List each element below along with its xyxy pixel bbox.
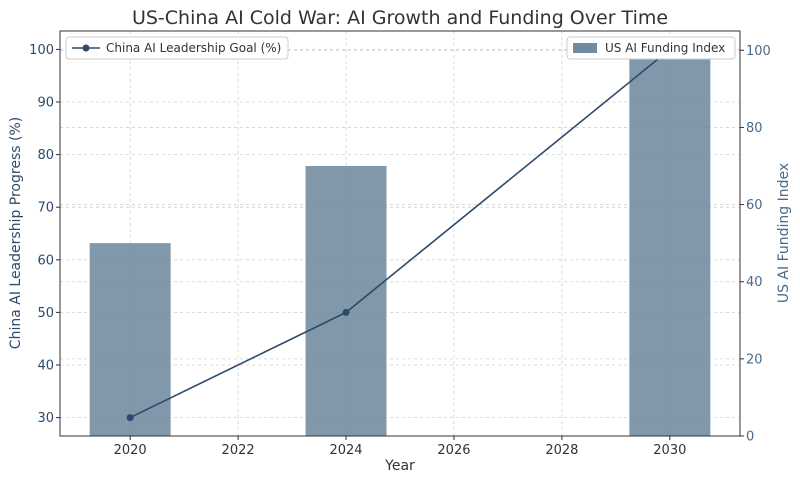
line-path (129, 48, 671, 419)
left-y-tick-label: 60 (37, 253, 54, 268)
bar (305, 166, 387, 436)
chart-title: US-China AI Cold War: AI Growth and Fund… (132, 7, 668, 29)
x-tick-label: 2026 (437, 443, 470, 458)
x-tick-label: 2020 (114, 443, 147, 458)
right-y-tick-label: 0 (746, 430, 754, 445)
line-series-china-goal (126, 45, 674, 422)
right-y-axis-label: US AI Funding Index (776, 163, 792, 303)
legend-right: US AI Funding Index (566, 36, 736, 60)
bar (89, 243, 171, 436)
legend-left-label: China AI Leadership Goal (%) (106, 41, 281, 55)
legend-right-label: US AI Funding Index (605, 41, 725, 55)
left-y-tick-label: 40 (37, 358, 54, 373)
legend-left-box (65, 36, 289, 60)
left-y-tick-label: 90 (37, 96, 54, 111)
x-tick-label: 2024 (329, 443, 362, 458)
bar (629, 50, 711, 437)
legend-bar-swatch (573, 43, 597, 53)
right-y-tick-label: 80 (746, 121, 763, 136)
x-tick-label: 2022 (222, 443, 255, 458)
line-point (126, 414, 134, 422)
right-y-tick-label: 20 (746, 352, 763, 367)
right-y-tick-label: 60 (746, 198, 763, 213)
plot-border (59, 30, 741, 437)
left-y-tick-label: 50 (37, 306, 54, 321)
legend-marker-swatch (82, 44, 90, 52)
left-y-tick-label: 100 (29, 43, 54, 58)
legend-right-box (566, 36, 736, 60)
line-point (342, 308, 350, 316)
right-y-tick-label: 40 (746, 275, 763, 290)
left-y-axis-ticks: 30 40 50 60 70 80 90 100 (29, 43, 60, 426)
left-y-tick-label: 80 (37, 148, 54, 163)
left-y-tick-label: 30 (37, 411, 54, 426)
legend-left: China AI Leadership Goal (%) (65, 36, 289, 60)
left-y-axis-label: China AI Leadership Progress (%) (8, 117, 24, 349)
plot-frame (59, 30, 741, 437)
right-y-tick-label: 100 (746, 44, 771, 59)
bar-series-us-funding (89, 50, 711, 437)
x-axis-label: Year (384, 458, 415, 474)
right-y-axis-ticks: 0 20 40 60 80 100 (740, 44, 771, 445)
left-y-tick-label: 70 (37, 201, 54, 216)
x-tick-label: 2028 (545, 443, 578, 458)
x-axis-ticks: 2020 2022 2024 2026 2028 2030 (114, 436, 686, 458)
x-tick-label: 2030 (653, 443, 686, 458)
